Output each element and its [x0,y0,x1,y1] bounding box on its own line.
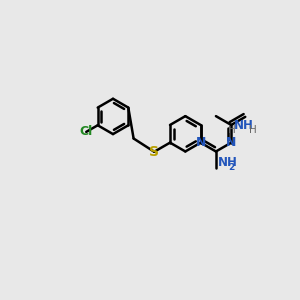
Text: S: S [149,145,159,159]
Text: NH: NH [218,156,238,169]
Text: 2: 2 [228,163,235,172]
Text: N: N [195,136,206,149]
Text: H: H [228,125,236,135]
Text: Cl: Cl [80,125,93,138]
Text: N: N [226,136,236,149]
Text: H: H [249,125,256,135]
Text: NH: NH [234,119,254,132]
